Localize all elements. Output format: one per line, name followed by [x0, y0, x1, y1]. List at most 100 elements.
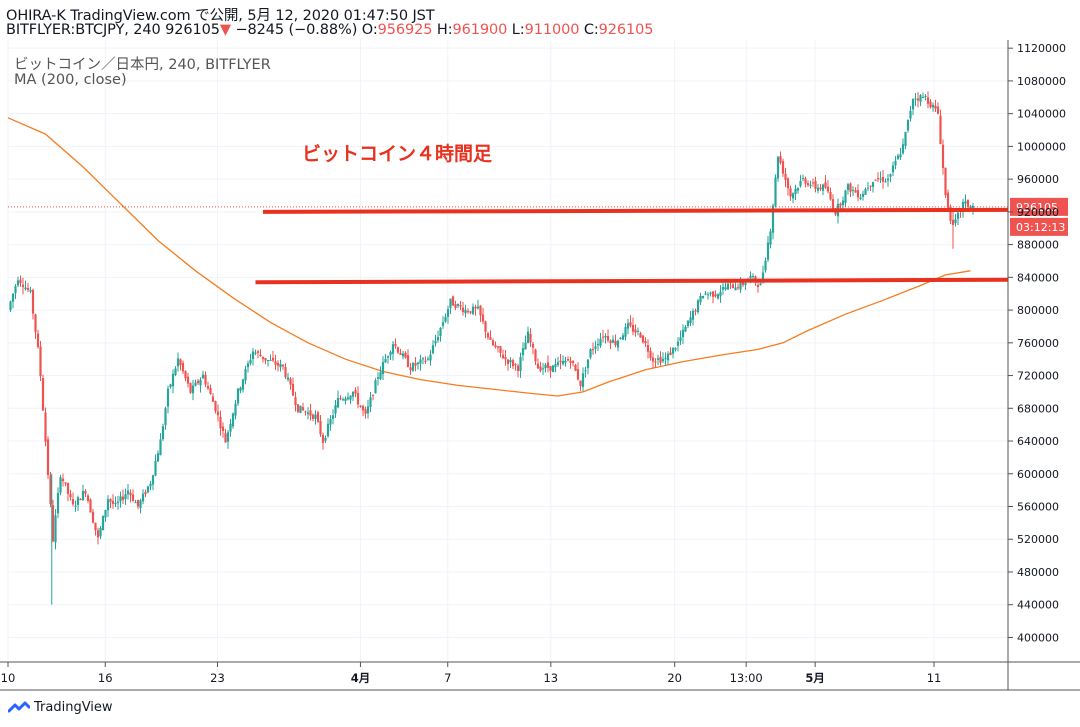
candle-body	[439, 327, 442, 336]
candle-body	[691, 310, 695, 320]
candle-body	[361, 406, 365, 411]
ma-200-line	[7, 117, 971, 397]
symbol-ohlc-line: BITFLYER:BTCJPY, 240 926105▼ −8245 (−0.8…	[6, 22, 654, 38]
candle-body	[131, 494, 135, 501]
candle-body	[881, 176, 885, 182]
candle-body	[199, 379, 202, 386]
candle-body	[804, 178, 807, 184]
candle-body	[339, 398, 342, 400]
candle-body	[909, 110, 912, 119]
candle-body	[559, 360, 562, 363]
price-change: −8245 (−0.88%)	[235, 22, 358, 38]
candle-body	[619, 337, 622, 339]
x-tick-label: 7	[444, 671, 451, 685]
candle-body	[904, 132, 907, 146]
candle-body	[721, 286, 725, 290]
candle-body	[711, 291, 715, 297]
candle-body	[221, 426, 225, 431]
candle-body	[329, 419, 332, 425]
candle-body	[161, 426, 165, 440]
candle-body	[481, 314, 485, 322]
y-tick-label: 880000	[1017, 239, 1059, 252]
countdown-badge	[1010, 217, 1068, 236]
candle-body	[566, 359, 570, 361]
candle-body	[546, 362, 550, 368]
candle-body	[379, 372, 382, 380]
candle-body	[351, 391, 355, 397]
candle-body	[554, 364, 557, 368]
candle-body	[786, 178, 790, 189]
candle-body	[626, 323, 630, 329]
axes-group: 400000 440000 480000 520000 560000 600000 6400…	[0, 40, 1080, 691]
candle-body	[954, 219, 957, 224]
candle-body	[409, 367, 412, 371]
candle-body	[551, 365, 555, 373]
candle-body	[874, 179, 877, 181]
candle-body	[724, 287, 727, 290]
candle-body	[154, 461, 157, 476]
candle-body	[644, 340, 647, 344]
candle-body	[821, 184, 825, 191]
y-tick-label: 680000	[1017, 402, 1059, 415]
candle-body	[681, 329, 685, 338]
candle-body	[134, 502, 137, 504]
candle-body	[861, 193, 865, 197]
candle-body	[236, 388, 240, 404]
x-tick-label: 13:00	[730, 671, 763, 685]
candle-body	[66, 483, 70, 494]
candle-body	[436, 336, 440, 341]
candle-body	[511, 360, 515, 367]
candle-body	[504, 357, 507, 360]
candle-body	[531, 343, 535, 348]
candle-body	[694, 310, 697, 312]
y-tick-label: 1040000	[1017, 108, 1066, 121]
y-tick-label: 840000	[1017, 271, 1059, 284]
candle-body	[159, 439, 162, 456]
candle-body	[811, 182, 815, 184]
candle-body	[506, 359, 510, 365]
y-tick-label: 520000	[1017, 533, 1059, 546]
candle-body	[579, 380, 582, 386]
candle-body	[616, 340, 620, 348]
candle-body	[356, 392, 360, 405]
candle-body	[824, 182, 827, 188]
close-value: 926105	[598, 22, 654, 38]
candle-body	[399, 353, 402, 356]
candle-body	[784, 173, 787, 180]
candle-body	[791, 193, 795, 199]
candle-body	[491, 340, 495, 346]
tradingview-logo-icon	[8, 701, 30, 715]
candle-body	[146, 486, 150, 493]
candle-body	[591, 349, 595, 351]
candle-body	[801, 178, 805, 180]
candle-body	[561, 360, 565, 365]
candle-body	[901, 144, 905, 154]
candle-body	[809, 184, 812, 186]
candle-body	[864, 189, 867, 195]
candle-body	[364, 409, 367, 414]
candle-body	[886, 178, 890, 181]
footer-brand[interactable]: TradingView	[8, 700, 113, 715]
candle-body	[211, 396, 215, 402]
candle-body	[601, 336, 605, 338]
price-chart[interactable]: 926105 03:12:13 400000 440000 480000 520000 5…	[0, 0, 1080, 700]
candle-body	[344, 398, 347, 401]
candle-body	[914, 98, 917, 100]
candle-body	[759, 283, 762, 286]
open-value: 956925	[377, 22, 433, 38]
candle-body	[854, 190, 857, 193]
candle-body	[276, 362, 280, 366]
candle-body	[931, 105, 935, 108]
candle-body	[59, 477, 62, 493]
candle-body	[274, 361, 277, 365]
x-tick-label: 5月	[805, 671, 825, 685]
candle-body	[696, 300, 700, 313]
y-tick-label: 1080000	[1017, 75, 1066, 88]
candle-body	[314, 414, 317, 419]
candle-body	[779, 156, 782, 163]
candle-body	[176, 358, 180, 367]
candle-body	[141, 493, 145, 502]
candle-body	[851, 189, 855, 191]
candle-body	[664, 358, 667, 360]
candle-body	[71, 499, 75, 505]
